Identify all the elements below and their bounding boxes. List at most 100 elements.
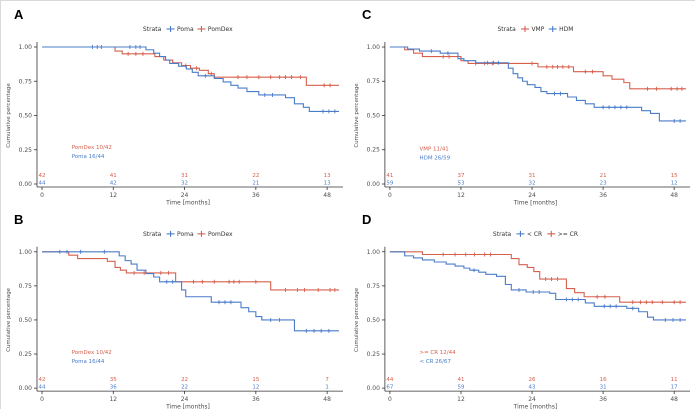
km-plot-d: 0.00 0.25 0.50 0.75 1.00 0 12 24 36 48 Time [month… <box>354 231 691 410</box>
annotation-text: < CR 26/67 <box>419 359 451 365</box>
legend-title: Strata <box>493 231 512 238</box>
at-risk-count: 31 <box>181 173 188 179</box>
y-axis-title: Cumulative percentage <box>6 287 12 352</box>
svg-text:24: 24 <box>181 396 189 403</box>
at-risk-count: 36 <box>110 384 117 390</box>
y-axis-title: Cumulative percentage <box>354 287 360 352</box>
event-count-annotations: >= CR 12/44 < CR 26/67 <box>419 350 456 365</box>
legend: Strata < CR >= CR <box>493 231 578 238</box>
at-risk-count: 42 <box>39 377 46 383</box>
svg-text:48: 48 <box>323 192 331 199</box>
svg-text:1.00: 1.00 <box>19 44 33 51</box>
panel-b: B 0.00 0.25 0.50 0.75 1.00 0 12 24 36 48 Time [mon… <box>1 206 349 410</box>
legend-entry: < CR <box>527 231 542 238</box>
y-axis-title: Cumulative percentage <box>6 83 12 148</box>
axes: 0.00 0.25 0.50 0.75 1.00 0 12 24 36 48 Time [month… <box>354 246 691 410</box>
x-axis-title: Time [months] <box>513 404 558 410</box>
svg-text:1.00: 1.00 <box>19 249 33 256</box>
legend-title: Strata <box>143 26 162 33</box>
series->=-cr <box>389 251 687 305</box>
axes: 0.00 0.25 0.50 0.75 1.00 0 12 24 36 48 Time [month… <box>6 42 343 206</box>
at-risk-count: 22 <box>181 384 188 390</box>
svg-text:36: 36 <box>599 192 607 199</box>
panel-d: D 0.00 0.25 0.50 0.75 1.00 0 12 24 36 48 Time [mon… <box>349 206 695 410</box>
at-risk-count: 35 <box>110 377 117 383</box>
svg-text:0.25: 0.25 <box>367 351 381 358</box>
at-risk-count: 32 <box>181 180 188 186</box>
at-risk-count: 13 <box>324 173 331 179</box>
at-risk-count: 67 <box>386 384 393 390</box>
svg-text:0.50: 0.50 <box>367 317 381 324</box>
at-risk-count: 43 <box>529 384 536 390</box>
svg-text:36: 36 <box>252 396 260 403</box>
legend-title: Strata <box>497 26 516 33</box>
at-risk-count: 15 <box>252 377 259 383</box>
svg-text:0.25: 0.25 <box>19 351 33 358</box>
panel-d-label: D <box>362 212 372 227</box>
at-risk-count: 41 <box>457 377 464 383</box>
series-pomdex <box>42 251 339 292</box>
at-risk-count: 22 <box>252 173 259 179</box>
at-risk-count: 16 <box>600 377 607 383</box>
svg-text:24: 24 <box>181 192 189 199</box>
at-risk-count: 31 <box>529 173 536 179</box>
panel-c: C 0.00 0.25 0.50 0.75 1.00 0 12 24 36 48 Time [mon… <box>349 1 695 206</box>
series-hdm <box>389 46 687 123</box>
svg-text:0.00: 0.00 <box>19 385 33 392</box>
km-plot-a: 0.00 0.25 0.50 0.75 1.00 0 12 24 36 48 Time [month… <box>6 26 343 206</box>
at-risk-count: 59 <box>457 384 464 390</box>
svg-text:1.00: 1.00 <box>367 44 380 51</box>
svg-text:48: 48 <box>323 396 331 403</box>
event-count-annotations: VMP 11/41 HDM 26/59 <box>419 146 450 161</box>
svg-text:12: 12 <box>457 396 465 403</box>
svg-text:0.75: 0.75 <box>367 283 381 290</box>
at-risk-count: 32 <box>529 180 536 186</box>
svg-text:0.50: 0.50 <box>19 317 33 324</box>
svg-text:24: 24 <box>528 192 536 199</box>
series-poma <box>42 249 339 333</box>
at-risk-table: 44 41 26 16 11 67 59 43 31 17 <box>386 377 678 390</box>
panel-a: A 0.00 0.25 0.50 0.75 1.00 0 12 24 36 48 Time [mon… <box>1 1 349 206</box>
series-poma <box>42 45 339 114</box>
at-risk-count: 12 <box>252 384 259 390</box>
x-axis-title: Time [months] <box>165 200 210 207</box>
annotation-text: HDM 26/59 <box>419 155 450 161</box>
at-risk-count: 13 <box>324 180 331 186</box>
at-risk-count: 26 <box>529 377 536 383</box>
at-risk-count: 23 <box>600 180 607 186</box>
at-risk-count: 42 <box>39 173 46 179</box>
km-plot-c: 0.00 0.25 0.50 0.75 1.00 0 12 24 36 48 Time [month… <box>354 26 691 206</box>
series-pomdex <box>42 46 339 88</box>
legend-title: Strata <box>143 231 162 238</box>
svg-text:0.00: 0.00 <box>19 181 33 188</box>
panel-a-label: A <box>14 7 24 22</box>
at-risk-count: 44 <box>39 384 46 390</box>
svg-text:48: 48 <box>670 396 678 403</box>
at-risk-count: 44 <box>39 180 46 186</box>
at-risk-count: 21 <box>600 173 607 179</box>
legend: Strata Poma PomDex <box>143 26 233 33</box>
svg-text:1.00: 1.00 <box>367 249 381 256</box>
axes: 0.00 0.25 0.50 0.75 1.00 0 12 24 36 48 Time [month… <box>354 42 691 206</box>
y-axis-title: Cumulative percentage <box>354 83 360 148</box>
svg-text:12: 12 <box>457 192 465 199</box>
legend-entry: Poma <box>177 26 194 33</box>
legend-entry: >= CR <box>558 231 578 238</box>
annotation-text: >= CR 12/44 <box>419 350 456 356</box>
annotation-text: PomDex 10/42 <box>72 145 112 151</box>
at-risk-count: 21 <box>252 180 259 186</box>
svg-text:0.00: 0.00 <box>367 385 381 392</box>
svg-text:0: 0 <box>40 192 44 199</box>
svg-text:0.25: 0.25 <box>367 147 380 154</box>
svg-text:24: 24 <box>528 396 536 403</box>
legend-entry: VMP <box>531 26 544 33</box>
x-axis-title: Time [months] <box>513 199 558 206</box>
svg-text:0.25: 0.25 <box>19 147 33 154</box>
panel-b-label: B <box>14 212 24 227</box>
at-risk-count: 7 <box>325 377 329 383</box>
svg-text:48: 48 <box>670 192 678 199</box>
svg-text:0.75: 0.75 <box>367 78 380 85</box>
svg-text:0.00: 0.00 <box>367 181 380 188</box>
at-risk-count: 11 <box>671 377 678 383</box>
legend: Strata Poma PomDex <box>143 231 233 238</box>
